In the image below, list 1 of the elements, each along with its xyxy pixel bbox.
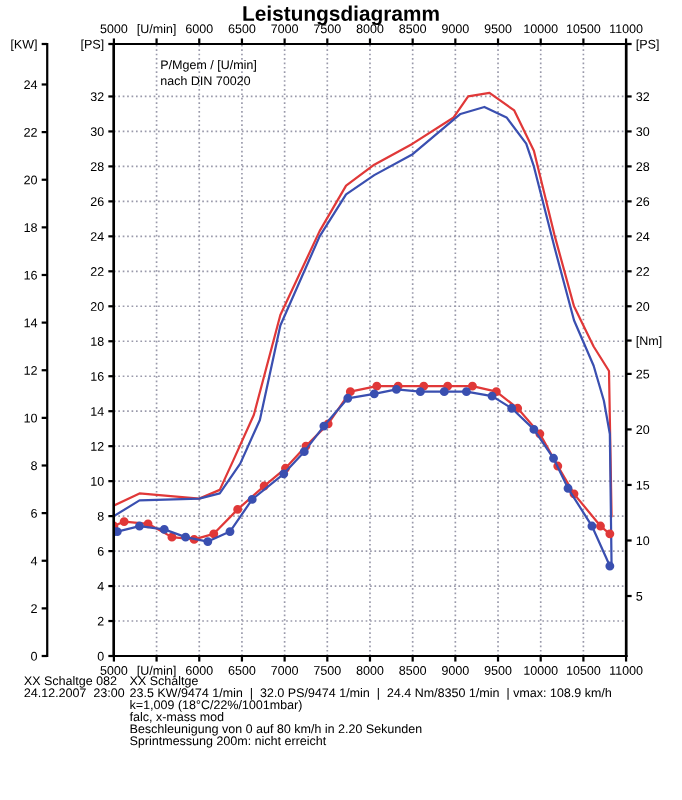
chart-title: Leistungsdiagramm bbox=[243, 5, 439, 26]
